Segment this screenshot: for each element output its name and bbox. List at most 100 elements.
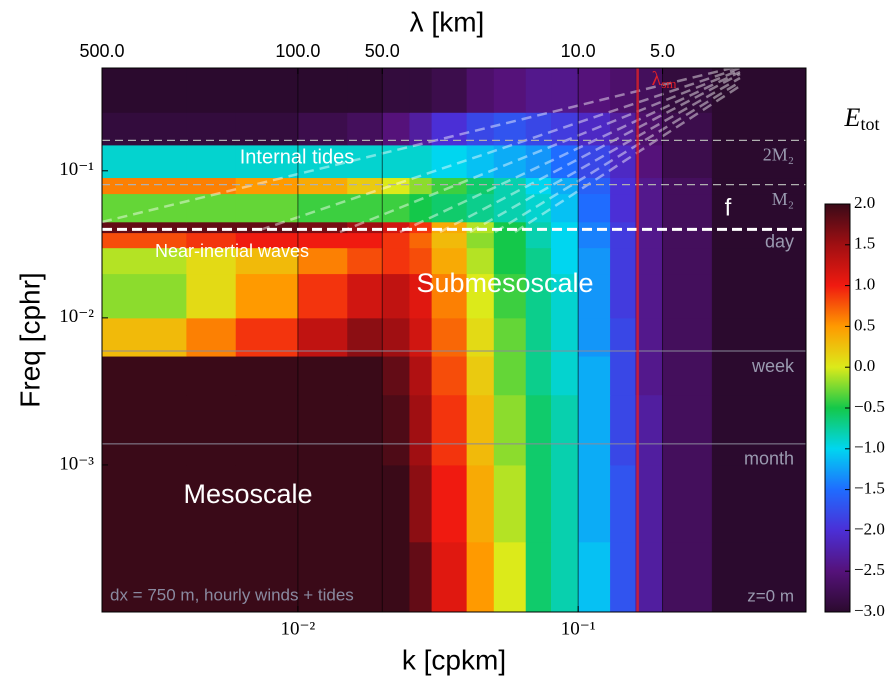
heatmap-cell [711,144,807,179]
heatmap-cell [235,464,299,543]
heatmap-cell [610,394,636,466]
heatmap-cell [382,247,410,275]
heatmap-cell [551,273,579,319]
heatmap-cell [525,193,552,223]
heatmap-cell [382,541,410,613]
heatmap-cell [347,232,383,249]
heatmap-cell [186,394,237,466]
heatmap-cell [186,144,237,179]
dispersion-curves [101,64,741,234]
heatmap-cell [551,232,579,249]
heatmap-cell [297,177,348,195]
heatmap-cell [493,232,527,249]
heatmap-cell [297,273,348,319]
heatmap-cell [347,68,383,113]
dispersion-curve [399,70,741,234]
heatmap-cell [493,144,527,179]
heatmap-cell [551,193,579,223]
reference-label: day [765,231,794,251]
heatmap-cell [578,317,611,357]
heatmap-cell [431,394,468,466]
heatmap-cell [578,193,611,223]
heatmap-cell [431,112,468,146]
heatmap-cell [297,193,348,223]
heatmap-cell [662,68,713,113]
heatmap-cell [662,221,713,234]
heatmap-cell [409,144,433,179]
heatmap-cell [347,144,383,179]
dispersion-curve [439,72,741,234]
heatmap-cell [610,193,636,223]
heatmap-cell [466,68,495,113]
heatmap-cell [186,464,237,543]
heatmap-cell [431,221,468,234]
heatmap-cell [610,232,636,249]
heatmap-cell [186,232,237,249]
x2-tick-label: 500.0 [79,41,124,61]
heatmap-cell [186,221,237,234]
heatmap-cell [431,317,468,357]
heatmap-cell [578,177,611,195]
heatmap-cell [347,464,383,543]
x2-tick-label: 10.0 [561,41,596,61]
dispersion-curve [101,64,741,224]
heatmap-cell [466,221,495,234]
heatmap-cell [525,68,552,113]
annotation: z=0 m [747,586,794,605]
colorbar-tick-label: 2.0 [854,193,875,212]
heatmap-cell [347,193,383,223]
heatmap-cell [382,144,410,179]
heatmap-cell [235,232,299,249]
chart-title: λ [km] [410,6,485,37]
heatmap-cell [409,247,433,275]
heatmap-cell [102,273,187,319]
heatmap-cell [635,464,664,543]
heatmap-cell [297,356,348,396]
colorbar-tick-label: 1.5 [854,234,875,253]
heatmap-cell [235,317,299,357]
heatmap-cell [102,221,187,234]
heatmap-cell [297,464,348,543]
heatmap-cell [493,68,527,113]
heatmap-cell [711,247,807,275]
heatmap-cell [186,273,237,319]
heatmap-cell [466,247,495,275]
heatmap-cell [635,394,664,466]
heatmap-cell [610,317,636,357]
heatmap-cell [525,273,552,319]
heatmap-cell [525,247,552,275]
heatmap [102,68,807,613]
heatmap-cell [635,144,664,179]
heatmap-cell [409,232,433,249]
annotation: Internal tides [240,146,355,168]
colorbar-label-symbol: E [844,103,861,132]
heatmap-cell [493,394,527,466]
heatmap-cell [235,144,299,179]
heatmap-cell [610,541,636,613]
heatmap-cell [551,317,579,357]
heatmap-cell [578,356,611,396]
heatmap-cell [466,273,495,319]
heatmap-cell [578,247,611,275]
heatmap-cell [235,394,299,466]
heatmap-cell [610,144,636,179]
heatmap-cell [409,541,433,613]
heatmap-cell [610,273,636,319]
heatmap-cell [466,356,495,396]
heatmap-cell [493,464,527,543]
colorbar-tick-label: −1.0 [854,438,885,457]
heatmap-cell [711,232,807,249]
heatmap-cell [466,144,495,179]
colorbar-tick-label: −1.5 [854,479,885,498]
heatmap-cell [409,193,433,223]
heatmap-cell [551,247,579,275]
heatmap-cell [431,68,468,113]
heatmap-cell [711,356,807,396]
heatmap-cell [578,232,611,249]
heatmap-cell [466,177,495,195]
heatmap-cell [525,144,552,179]
heatmap-cell [409,317,433,357]
heatmap-cell [297,232,348,249]
heatmap-cell [610,464,636,543]
